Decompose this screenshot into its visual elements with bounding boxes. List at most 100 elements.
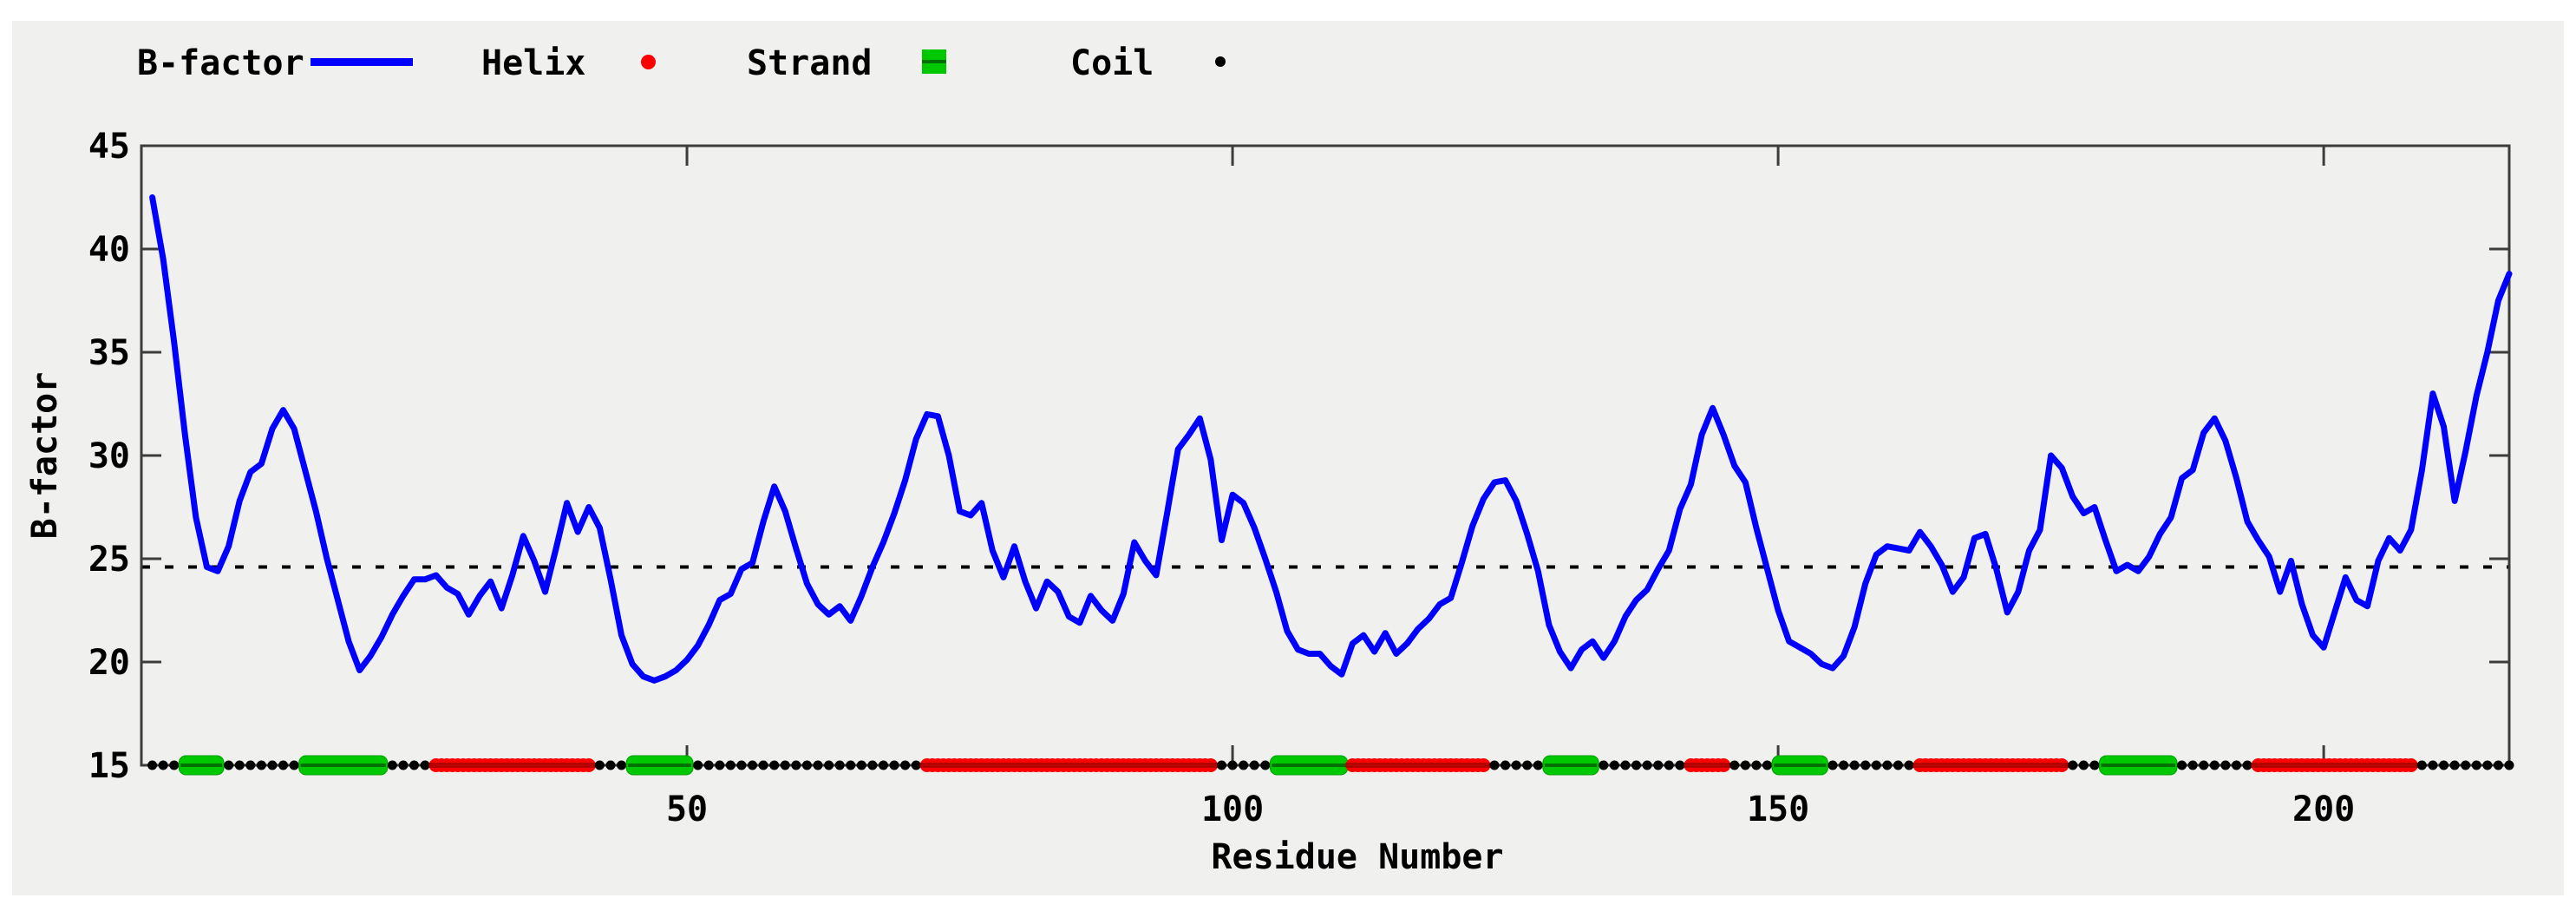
coil-marker	[1653, 760, 1664, 770]
coil-marker	[2209, 760, 2220, 770]
coil-marker	[878, 760, 888, 770]
coil-marker	[2231, 760, 2241, 770]
helix-marker-core	[428, 763, 596, 768]
coil-marker	[147, 760, 158, 770]
helix-marker-core	[1684, 763, 1731, 768]
coil-marker	[1839, 760, 1849, 770]
coil-marker	[1675, 760, 1685, 770]
coil-marker	[245, 760, 256, 770]
y-tick-label: 30	[88, 436, 130, 476]
coil-marker	[2187, 760, 2198, 770]
coil-marker	[1904, 760, 1914, 770]
coil-marker	[1511, 760, 1521, 770]
coil-marker	[2449, 760, 2460, 770]
coil-marker	[1882, 760, 1893, 770]
coil-marker	[2482, 760, 2493, 770]
coil-marker	[605, 760, 616, 770]
coil-marker	[867, 760, 878, 770]
coil-marker	[911, 760, 921, 770]
helix-marker-core	[2251, 763, 2418, 768]
coil-marker	[1522, 760, 1533, 770]
coil-marker	[791, 760, 801, 770]
strand-marker-midline	[1544, 764, 1598, 767]
coil-marker	[2428, 760, 2438, 770]
coil-marker	[2220, 760, 2231, 770]
coil-marker	[1609, 760, 1619, 770]
coil-marker	[387, 760, 397, 770]
coil-marker	[1500, 760, 1511, 770]
coil-marker	[1599, 760, 1609, 770]
legend-coil-dot-icon	[1215, 56, 1226, 67]
coil-marker	[1239, 760, 1249, 770]
coil-marker	[1620, 760, 1631, 770]
coil-marker	[409, 760, 420, 770]
coil-marker	[758, 760, 768, 770]
coil-marker	[725, 760, 736, 770]
legend-bfactor-line-icon	[311, 58, 413, 66]
coil-marker	[1260, 760, 1271, 770]
coil-marker	[824, 760, 834, 770]
helix-marker-core	[1345, 763, 1491, 768]
coil-marker	[2471, 760, 2481, 770]
coil-marker	[736, 760, 747, 770]
legend-strand-label: Strand	[747, 43, 873, 83]
coil-marker	[1849, 760, 1860, 770]
coil-marker	[224, 760, 234, 770]
coil-marker	[769, 760, 780, 770]
coil-marker	[1489, 760, 1500, 770]
coil-marker	[398, 760, 409, 770]
strand-marker-midline	[180, 764, 223, 767]
coil-marker	[1664, 760, 1674, 770]
strand-marker-midline	[2101, 764, 2175, 767]
x-tick-label: 100	[1201, 790, 1264, 829]
coil-marker	[703, 760, 714, 770]
coil-marker	[289, 760, 299, 770]
coil-marker	[2504, 760, 2514, 770]
coil-marker	[846, 760, 856, 770]
coil-marker	[617, 760, 627, 770]
coil-marker	[1762, 760, 1773, 770]
y-tick-label: 40	[88, 230, 130, 270]
y-tick-label: 45	[88, 127, 130, 167]
coil-marker	[1631, 760, 1642, 770]
coil-marker	[2068, 760, 2078, 770]
coil-marker	[889, 760, 899, 770]
coil-marker	[1533, 760, 1543, 770]
coil-marker	[780, 760, 790, 770]
coil-marker	[267, 760, 278, 770]
coil-marker	[813, 760, 823, 770]
legend-bfactor-label: B-factor	[137, 43, 304, 83]
coil-marker	[420, 760, 430, 770]
coil-marker	[2439, 760, 2449, 770]
coil-marker	[158, 760, 168, 770]
coil-marker	[748, 760, 758, 770]
coil-marker	[2199, 760, 2209, 770]
coil-marker	[256, 760, 266, 770]
coil-marker	[834, 760, 845, 770]
coil-marker	[900, 760, 911, 770]
strand-marker-midline	[628, 764, 692, 767]
legend-helix-dot-icon	[641, 55, 656, 69]
coil-marker	[2078, 760, 2089, 770]
coil-marker	[856, 760, 866, 770]
legend-helix-label: Helix	[481, 43, 586, 83]
helix-marker-core	[919, 763, 1218, 768]
coil-marker	[1751, 760, 1762, 770]
helix-marker-core	[1912, 763, 2069, 768]
coil-marker	[2461, 760, 2471, 770]
y-axis-title: B-factor	[25, 371, 65, 540]
coil-marker	[2493, 760, 2503, 770]
y-tick-label: 25	[88, 540, 130, 580]
legend-coil-label: Coil	[1070, 43, 1154, 83]
x-axis-title: Residue Number	[1211, 837, 1504, 877]
x-tick-label: 150	[1747, 790, 1809, 829]
coil-marker	[1729, 760, 1740, 770]
coil-marker	[278, 760, 289, 770]
plot-frame	[140, 144, 2511, 767]
x-tick-label: 50	[666, 790, 708, 829]
y-tick-label: 20	[88, 643, 130, 683]
coil-marker	[1227, 760, 1238, 770]
coil-marker	[234, 760, 245, 770]
coil-marker	[1249, 760, 1259, 770]
